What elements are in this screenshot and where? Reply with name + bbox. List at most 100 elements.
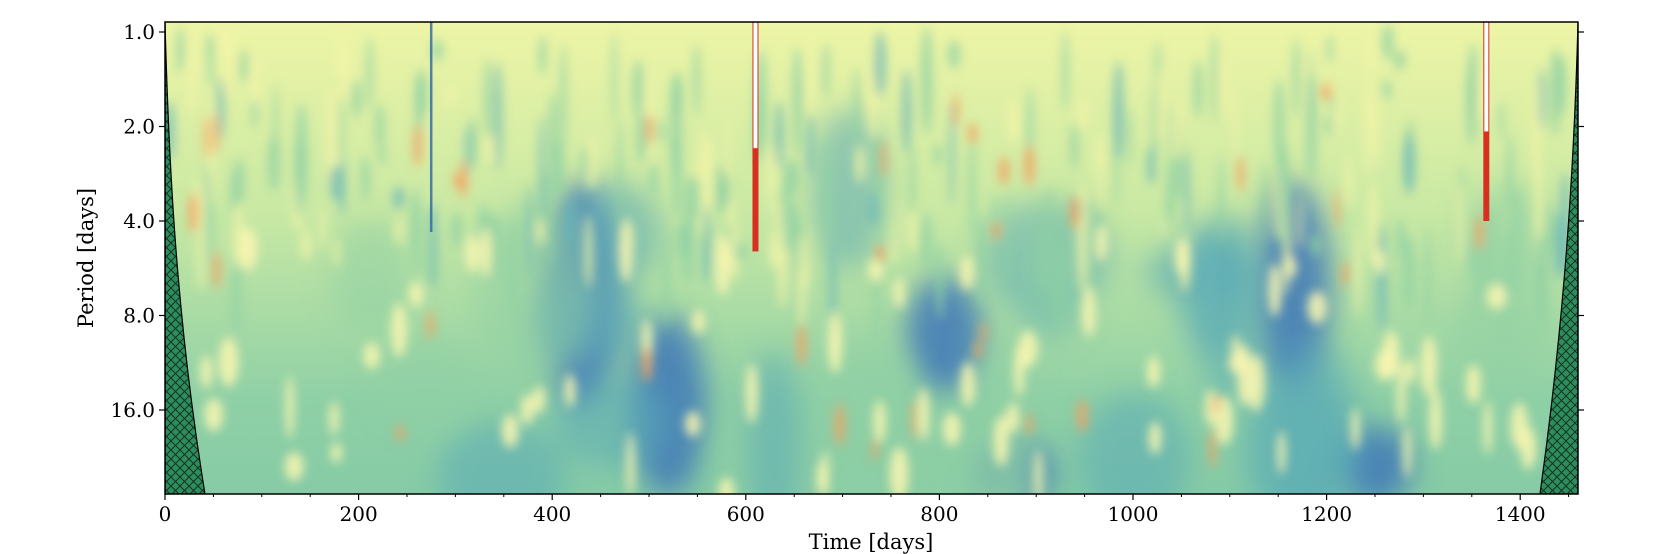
hot-spot xyxy=(1237,156,1245,192)
streak xyxy=(713,164,727,217)
hot-spot xyxy=(203,115,210,159)
streak xyxy=(538,35,547,75)
streak xyxy=(1381,24,1394,60)
streak xyxy=(807,37,814,126)
streak xyxy=(821,137,833,236)
texture-band xyxy=(1451,275,1546,389)
streak xyxy=(792,46,803,155)
streak xyxy=(1344,154,1353,210)
bright-spot xyxy=(1268,263,1282,317)
streak xyxy=(1363,69,1374,179)
streak xyxy=(445,84,456,108)
low-power-region xyxy=(1254,181,1331,392)
streak xyxy=(507,215,518,318)
bright-spot xyxy=(1081,286,1096,337)
streak xyxy=(547,231,554,265)
y-axis: 1.0 2.0 4.0 8.0 16.0 xyxy=(110,20,1584,422)
bright-spot xyxy=(1420,335,1438,396)
bright-spot xyxy=(718,477,735,494)
streak xyxy=(493,61,503,171)
bright-spot xyxy=(1429,389,1442,451)
bright-spot xyxy=(1374,349,1395,381)
streak xyxy=(692,42,701,117)
streak xyxy=(187,31,196,117)
bright-spot xyxy=(942,412,961,446)
streak xyxy=(394,216,404,246)
bright-spot xyxy=(1095,224,1108,262)
streak xyxy=(239,49,249,84)
x-tick-label: 400 xyxy=(533,502,571,526)
streak xyxy=(909,143,916,216)
streak xyxy=(560,43,567,152)
bright-spot xyxy=(889,446,909,494)
bright-spot xyxy=(1006,402,1020,433)
streak xyxy=(526,183,532,275)
hot-spot xyxy=(1024,144,1035,186)
hot-spot xyxy=(834,403,845,447)
streak xyxy=(671,72,683,115)
hot-spot xyxy=(968,122,977,145)
bright-spot xyxy=(501,413,519,448)
streak xyxy=(968,132,976,237)
x-tick-label: 0 xyxy=(159,502,172,526)
streak xyxy=(414,68,428,121)
hot-spot xyxy=(1475,215,1484,251)
streak xyxy=(216,76,225,139)
texture-band xyxy=(1241,372,1352,494)
streak xyxy=(893,196,900,264)
bright-spot xyxy=(238,227,258,271)
streak xyxy=(1170,98,1183,160)
hot-spot xyxy=(212,251,221,289)
bright-spot xyxy=(1483,400,1492,455)
streak xyxy=(1292,38,1301,120)
x-tick-label: 1400 xyxy=(1495,502,1546,526)
streak xyxy=(1155,68,1166,141)
streak xyxy=(206,33,215,64)
bright-spot xyxy=(820,450,829,494)
hot-spot xyxy=(953,92,959,127)
streak xyxy=(657,118,665,145)
hot-spot xyxy=(645,114,654,145)
streak xyxy=(1211,32,1218,125)
streak xyxy=(1217,155,1225,245)
streak xyxy=(662,232,671,328)
hot-spot xyxy=(1209,428,1217,469)
streak xyxy=(1353,224,1362,318)
streak xyxy=(873,31,887,98)
streak xyxy=(450,211,463,248)
bright-spot xyxy=(329,401,339,436)
streak xyxy=(1004,191,1011,286)
streak xyxy=(1365,40,1376,71)
bright-spot xyxy=(391,303,407,358)
streak xyxy=(1113,60,1124,161)
streak xyxy=(1512,186,1521,297)
hot-spot xyxy=(980,323,987,342)
hot-spot xyxy=(1213,394,1220,415)
streak xyxy=(1396,217,1405,259)
streak xyxy=(1069,123,1079,170)
streak xyxy=(935,241,945,320)
streak xyxy=(1367,180,1379,266)
streak xyxy=(920,213,933,274)
y-tick-label: 4.0 xyxy=(123,209,155,233)
hot-spot xyxy=(426,310,435,340)
bright-spot xyxy=(692,309,706,335)
streak xyxy=(341,45,351,100)
streak xyxy=(1465,61,1478,146)
streak xyxy=(1402,133,1416,194)
texture-band xyxy=(331,216,413,334)
x-axis-label: Time [days] xyxy=(809,530,934,554)
bright-spot xyxy=(1148,421,1162,455)
hot-spot xyxy=(998,156,1010,186)
streak xyxy=(1087,197,1095,303)
streak xyxy=(1466,241,1473,280)
bright-spot xyxy=(960,361,976,408)
streak xyxy=(1393,50,1406,71)
bright-spot xyxy=(200,354,213,389)
hot-spot xyxy=(1025,412,1033,436)
texture-band xyxy=(1024,198,1084,308)
streak xyxy=(1094,132,1106,214)
streak xyxy=(649,161,658,198)
streak xyxy=(1041,215,1049,294)
streak xyxy=(703,205,711,285)
